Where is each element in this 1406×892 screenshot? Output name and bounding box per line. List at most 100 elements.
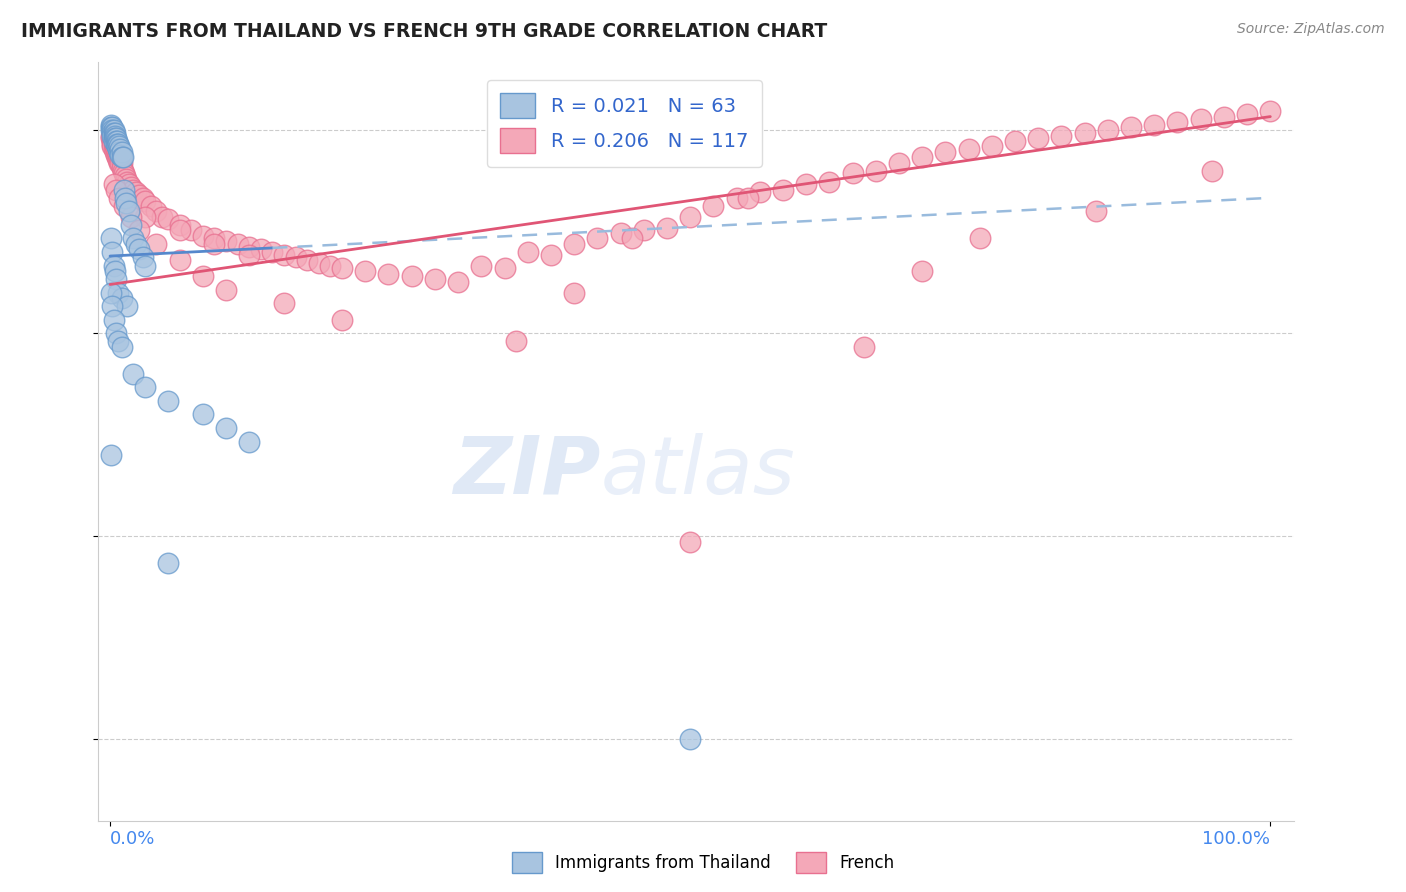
Point bbox=[157, 393, 180, 408]
Point bbox=[330, 312, 353, 326]
Point bbox=[818, 175, 841, 189]
Point bbox=[115, 172, 138, 186]
Point bbox=[586, 231, 609, 245]
Point bbox=[108, 155, 131, 169]
Point bbox=[633, 223, 655, 237]
Point bbox=[841, 166, 863, 180]
Point bbox=[104, 147, 127, 161]
Point bbox=[104, 142, 127, 156]
Text: atlas: atlas bbox=[600, 433, 796, 511]
Point bbox=[957, 142, 980, 156]
Point bbox=[105, 150, 128, 164]
Point bbox=[120, 180, 142, 194]
Point bbox=[1236, 107, 1258, 121]
Point bbox=[100, 131, 122, 145]
Point bbox=[887, 155, 910, 169]
Point bbox=[934, 145, 956, 159]
Point bbox=[980, 139, 1002, 153]
Point bbox=[772, 183, 794, 197]
Point bbox=[107, 153, 129, 167]
Point bbox=[215, 421, 238, 435]
Point bbox=[145, 236, 167, 251]
Point bbox=[131, 191, 153, 205]
Point bbox=[308, 256, 330, 270]
Point bbox=[107, 142, 129, 156]
Point bbox=[911, 150, 934, 164]
Point bbox=[100, 231, 122, 245]
Point bbox=[101, 244, 124, 259]
Point bbox=[104, 131, 127, 145]
Point bbox=[1258, 104, 1281, 119]
Point bbox=[100, 120, 122, 135]
Point bbox=[103, 131, 125, 145]
Point bbox=[505, 334, 527, 349]
Point bbox=[107, 136, 129, 151]
Point bbox=[101, 134, 124, 148]
Point bbox=[103, 128, 125, 143]
Point bbox=[494, 261, 516, 276]
Point bbox=[104, 134, 127, 148]
Point bbox=[169, 218, 191, 232]
Point bbox=[122, 183, 145, 197]
Point bbox=[103, 126, 125, 140]
Point bbox=[139, 199, 162, 213]
Point bbox=[1189, 112, 1212, 127]
Point bbox=[1119, 120, 1142, 135]
Point bbox=[1201, 163, 1223, 178]
Point bbox=[1004, 134, 1026, 148]
Point bbox=[112, 199, 135, 213]
Point bbox=[117, 204, 139, 219]
Point bbox=[562, 285, 585, 300]
Point bbox=[470, 259, 492, 273]
Point bbox=[737, 191, 759, 205]
Point bbox=[100, 118, 122, 132]
Text: Source: ZipAtlas.com: Source: ZipAtlas.com bbox=[1237, 22, 1385, 37]
Point bbox=[108, 145, 131, 159]
Point bbox=[725, 191, 748, 205]
Point bbox=[103, 136, 125, 151]
Point bbox=[115, 196, 138, 211]
Point bbox=[226, 236, 249, 251]
Point bbox=[104, 272, 127, 286]
Point bbox=[679, 732, 702, 747]
Point bbox=[794, 178, 817, 192]
Point bbox=[117, 299, 139, 313]
Point bbox=[134, 380, 156, 394]
Point bbox=[122, 231, 145, 245]
Point bbox=[108, 191, 131, 205]
Point bbox=[101, 123, 124, 137]
Point bbox=[104, 183, 127, 197]
Point bbox=[1073, 126, 1095, 140]
Point bbox=[104, 139, 127, 153]
Point bbox=[124, 236, 146, 251]
Point bbox=[204, 231, 226, 245]
Point bbox=[169, 253, 191, 268]
Point bbox=[134, 259, 156, 273]
Point bbox=[238, 248, 260, 262]
Point bbox=[273, 248, 295, 262]
Point bbox=[122, 367, 145, 381]
Point bbox=[204, 236, 226, 251]
Point bbox=[111, 155, 134, 169]
Point bbox=[101, 120, 124, 135]
Point bbox=[101, 128, 124, 143]
Point bbox=[1026, 131, 1049, 145]
Point bbox=[104, 326, 127, 341]
Point bbox=[679, 534, 702, 549]
Point bbox=[609, 226, 631, 240]
Point bbox=[679, 210, 702, 224]
Point bbox=[111, 163, 134, 178]
Point bbox=[107, 334, 129, 349]
Point bbox=[377, 267, 399, 281]
Point bbox=[108, 150, 131, 164]
Point bbox=[191, 269, 214, 284]
Point bbox=[401, 269, 423, 284]
Legend: R = 0.021   N = 63, R = 0.206   N = 117: R = 0.021 N = 63, R = 0.206 N = 117 bbox=[486, 79, 762, 167]
Point bbox=[112, 166, 135, 180]
Point bbox=[105, 136, 128, 151]
Point bbox=[621, 231, 644, 245]
Point bbox=[262, 244, 284, 259]
Point bbox=[101, 299, 124, 313]
Point bbox=[110, 155, 132, 169]
Point bbox=[423, 272, 446, 286]
